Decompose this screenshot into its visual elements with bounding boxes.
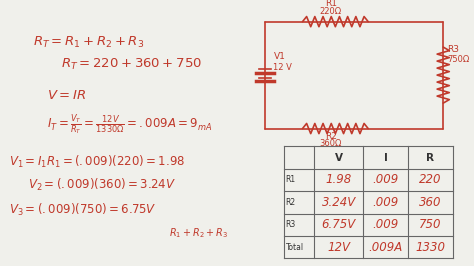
Text: 6.75V: 6.75V xyxy=(322,218,356,231)
Text: $V_1 = I_1 R_1 = (.009)(220) = 1.98$: $V_1 = I_1 R_1 = (.009)(220) = 1.98$ xyxy=(9,153,186,170)
Text: $V = IR$: $V = IR$ xyxy=(47,89,86,102)
Text: 12V: 12V xyxy=(328,241,350,254)
Text: R3: R3 xyxy=(447,45,459,54)
Text: R: R xyxy=(426,153,434,163)
Text: 360Ω: 360Ω xyxy=(319,139,342,148)
Text: $V_2 = (.009)(360) = 3.24V$: $V_2 = (.009)(360) = 3.24V$ xyxy=(28,177,176,193)
Text: 1.98: 1.98 xyxy=(326,173,352,186)
Text: R2: R2 xyxy=(286,198,296,207)
Text: 220Ω: 220Ω xyxy=(319,7,342,16)
Text: 3.24V: 3.24V xyxy=(322,196,356,209)
Text: V: V xyxy=(335,153,343,163)
Text: R3: R3 xyxy=(286,220,296,229)
Text: R1: R1 xyxy=(325,0,337,9)
Text: .009: .009 xyxy=(373,218,399,231)
Text: R1: R1 xyxy=(286,176,296,184)
Text: $R_T = R_1 + R_2 + R_3$: $R_T = R_1 + R_2 + R_3$ xyxy=(33,35,144,49)
Text: 750Ω: 750Ω xyxy=(447,55,469,64)
Text: .009: .009 xyxy=(373,173,399,186)
Text: 220: 220 xyxy=(419,173,442,186)
Text: 750: 750 xyxy=(419,218,442,231)
Text: 1330: 1330 xyxy=(415,241,445,254)
Text: 360: 360 xyxy=(419,196,442,209)
Text: .009A: .009A xyxy=(369,241,403,254)
Text: V1: V1 xyxy=(273,52,285,60)
Text: $I_T = \frac{V_T}{R_T} = \frac{12V}{1330\Omega} = .009A = 9_{mA}$: $I_T = \frac{V_T}{R_T} = \frac{12V}{1330… xyxy=(47,113,212,137)
Text: I: I xyxy=(384,153,388,163)
Text: $V_3 = (.009)(750) = 6.75V$: $V_3 = (.009)(750) = 6.75V$ xyxy=(9,202,157,218)
Text: Total: Total xyxy=(286,243,304,252)
Text: $R_T = 220 + 360 + 750$: $R_T = 220 + 360 + 750$ xyxy=(61,57,202,72)
Text: 12 V: 12 V xyxy=(273,63,292,72)
Text: $R_1 + R_2 + R_3$: $R_1 + R_2 + R_3$ xyxy=(169,226,228,240)
Text: R2: R2 xyxy=(325,132,337,141)
Text: .009: .009 xyxy=(373,196,399,209)
